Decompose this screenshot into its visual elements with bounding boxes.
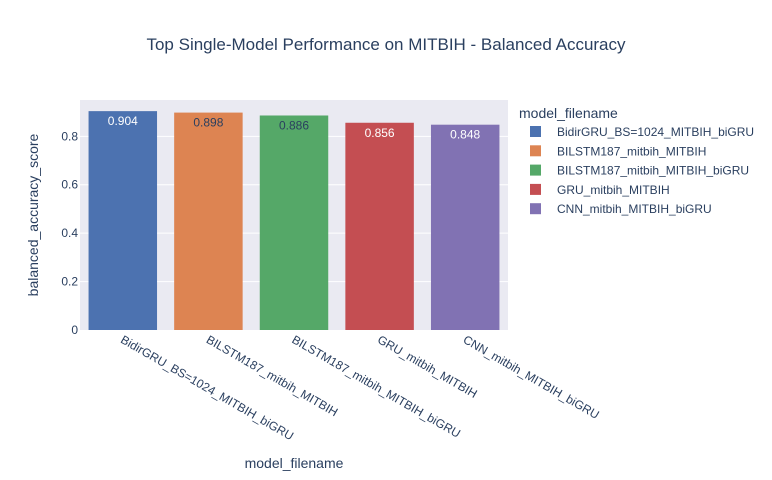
x-tick-label: BILSTM187_mitbih_MITBIH_biGRU — [290, 332, 463, 440]
bar[interactable] — [88, 111, 158, 330]
legend-swatch — [530, 183, 541, 195]
legend-label: BILSTM187_mitbih_MITBIH_biGRU — [557, 164, 749, 178]
x-axis-title: model_filename — [245, 455, 344, 471]
y-tick-label: 0.2 — [61, 275, 78, 289]
legend-label: GRU_mitbih_MITBIH — [557, 183, 670, 197]
y-tick-label: 0.8 — [61, 129, 78, 143]
legend-item[interactable]: BidirGRU_BS=1024_MITBIH_biGRU — [530, 125, 754, 139]
bars — [88, 111, 500, 331]
y-axis-title: balanced_accuracy_score — [25, 133, 41, 296]
bar-value-label: 0.848 — [450, 128, 480, 142]
legend-item[interactable]: CNN_mitbih_MITBIH_biGRU — [530, 202, 712, 216]
legend-item[interactable]: BILSTM187_mitbih_MITBIH_biGRU — [530, 164, 749, 178]
bar[interactable] — [345, 122, 414, 330]
legend[interactable]: BidirGRU_BS=1024_MITBIH_biGRU BILSTM187_m… — [530, 125, 754, 216]
chart-title: Top Single-Model Performance on MITBIH -… — [146, 35, 626, 54]
x-axis-ticks: BidirGRU_BS=1024_MITBIH_biGRUBILSTM187_m… — [118, 332, 601, 443]
legend-title: model_filename — [519, 105, 618, 121]
bar-value-label: 0.886 — [279, 118, 309, 132]
y-axis-ticks: 0 0.2 0.4 0.6 0.8 — [61, 129, 78, 337]
legend-label: BidirGRU_BS=1024_MITBIH_biGRU — [557, 125, 754, 139]
bar-value-labels: 0.904 0.898 0.886 0.856 0.848 — [108, 114, 481, 142]
bar[interactable] — [430, 124, 500, 331]
y-tick-label: 0.4 — [61, 226, 78, 240]
y-tick-label: 0.6 — [61, 178, 78, 192]
bar[interactable] — [259, 115, 329, 330]
legend-item[interactable]: GRU_mitbih_MITBIH — [530, 183, 670, 197]
y-tick-label: 0 — [71, 323, 78, 337]
bar-value-label: 0.904 — [108, 114, 138, 128]
legend-swatch — [530, 145, 541, 157]
legend-swatch — [530, 164, 541, 176]
x-tick-label: CNN_mitbih_MITBIH_biGRU — [461, 332, 602, 421]
legend-label: BILSTM187_mitbih_MITBIH — [557, 144, 706, 158]
bar-value-label: 0.856 — [365, 126, 395, 140]
legend-swatch — [530, 126, 541, 137]
legend-swatch — [530, 203, 541, 215]
legend-item[interactable]: BILSTM187_mitbih_MITBIH — [530, 144, 706, 158]
legend-label: CNN_mitbih_MITBIH_biGRU — [557, 202, 712, 216]
bar[interactable] — [174, 112, 243, 330]
bar-value-label: 0.898 — [193, 116, 223, 130]
x-tick-label: BidirGRU_BS=1024_MITBIH_biGRU — [118, 332, 296, 443]
